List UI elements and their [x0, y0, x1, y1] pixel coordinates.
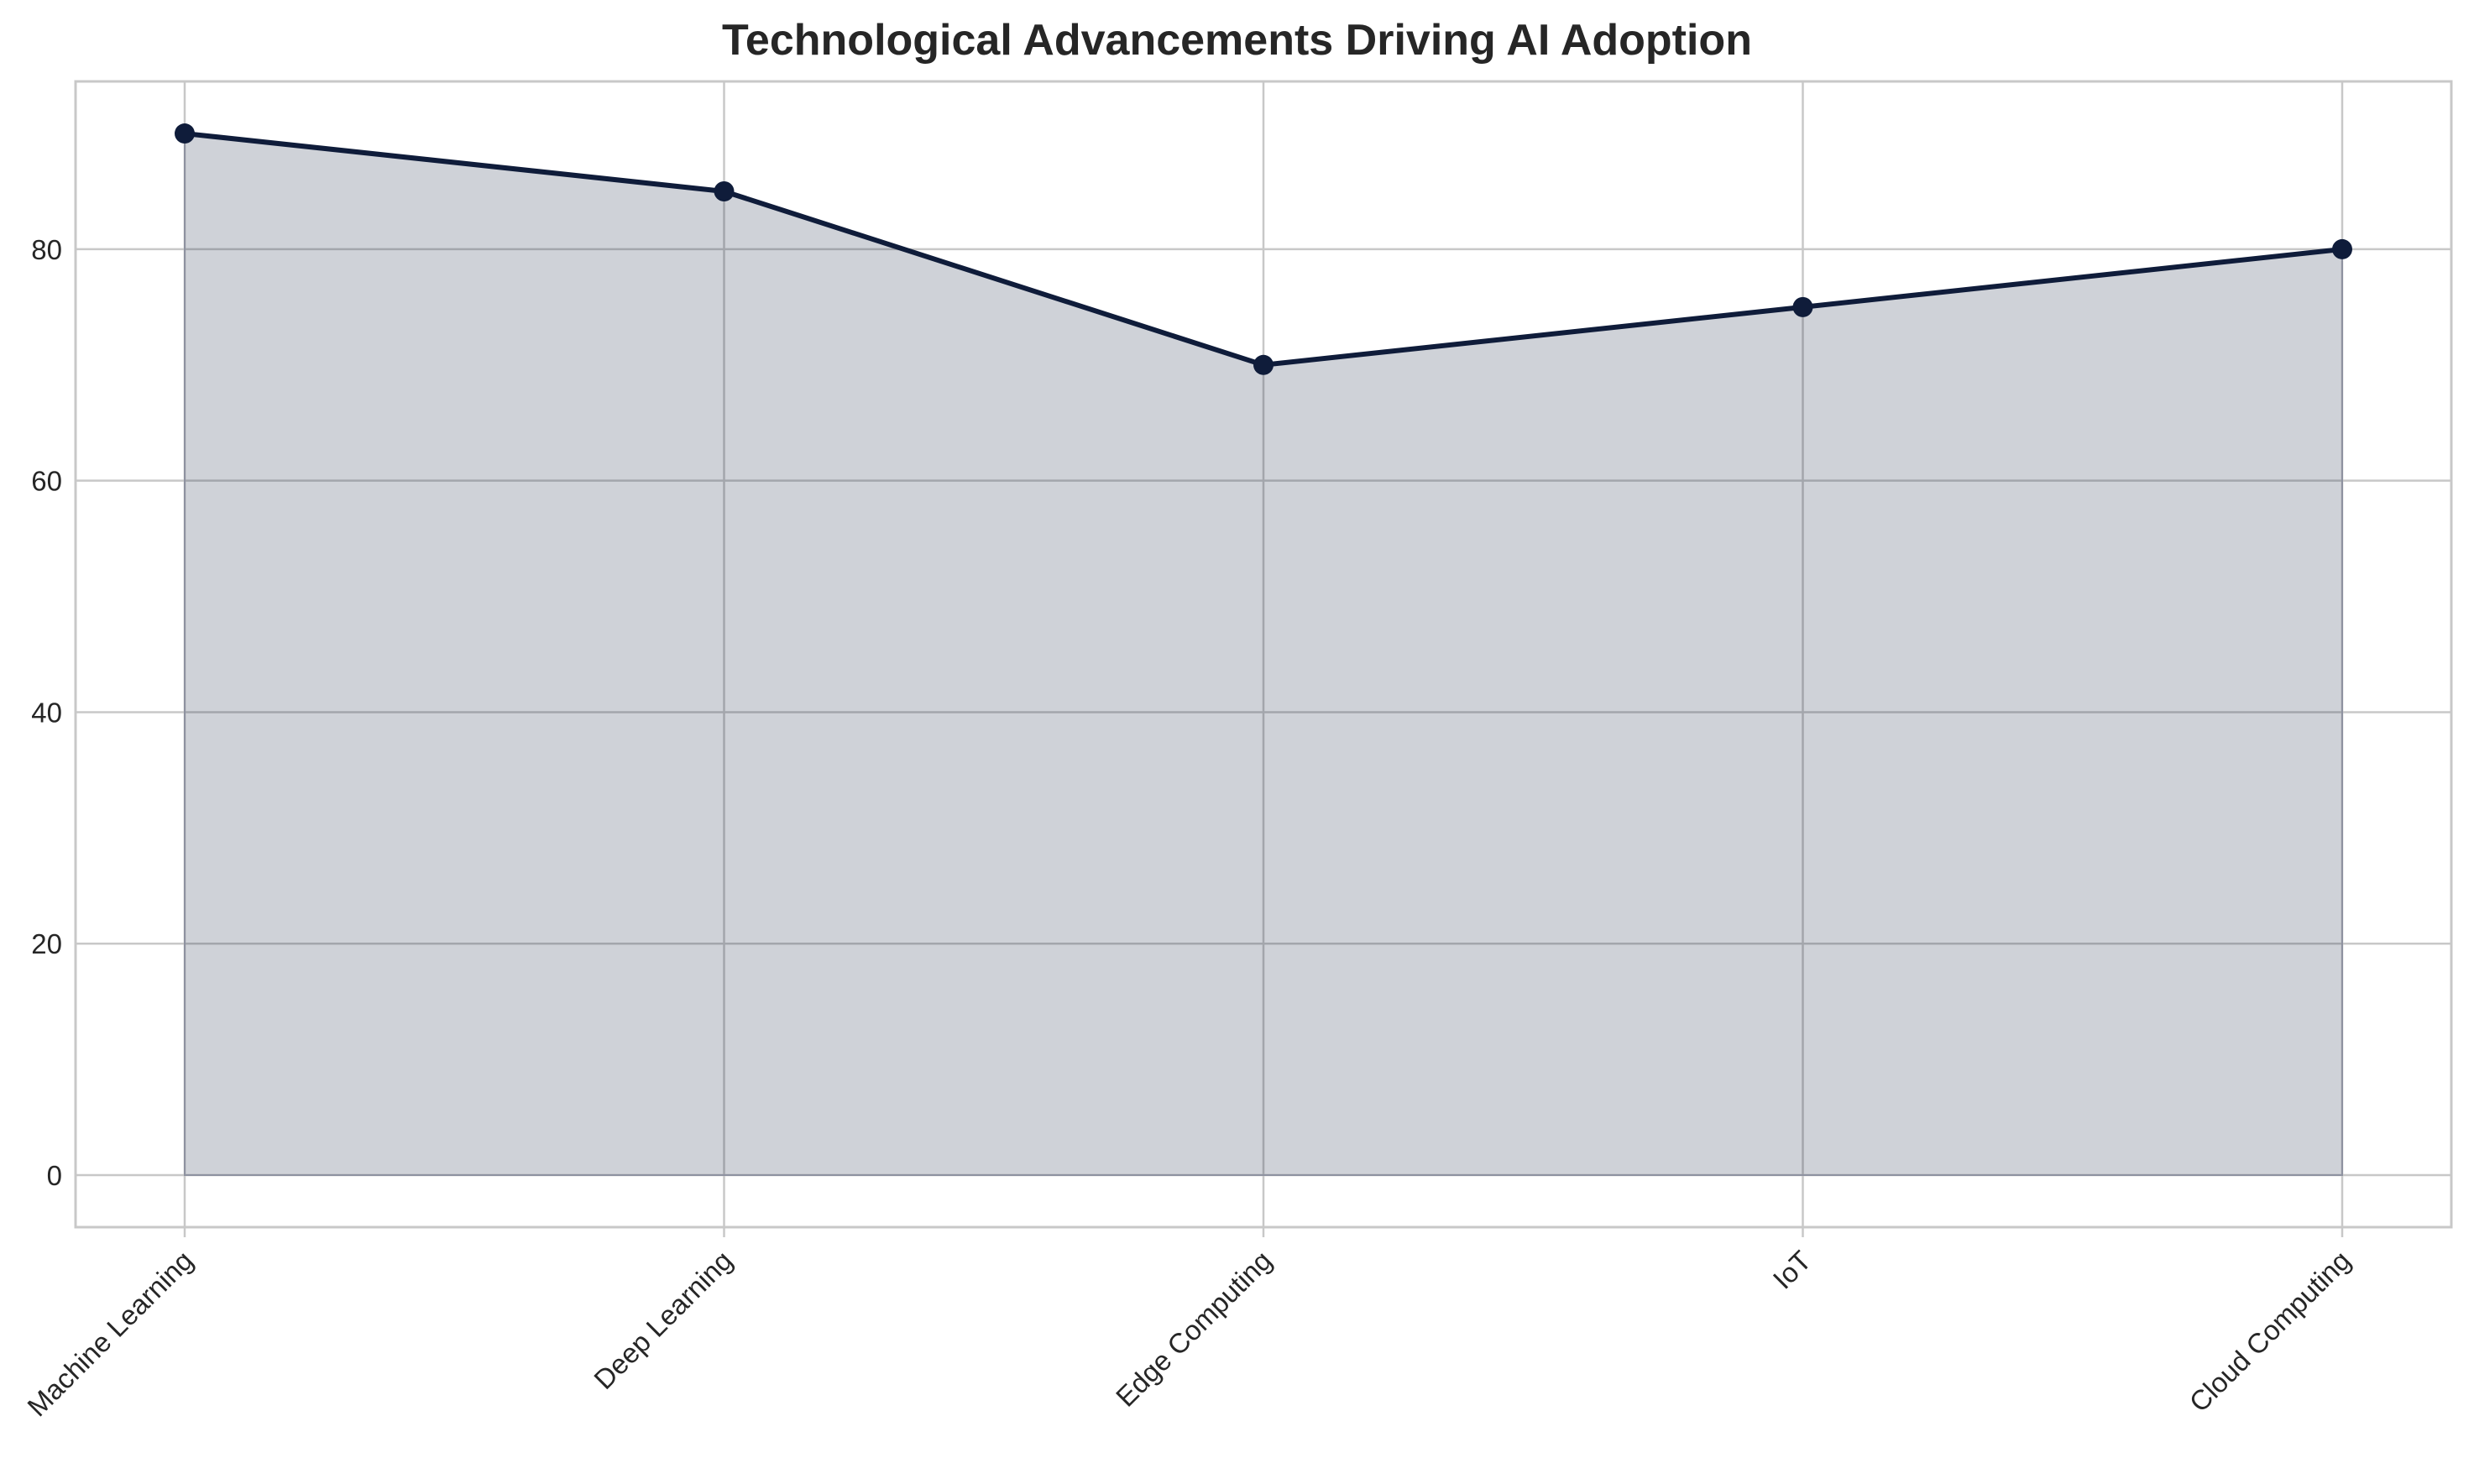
x-tick-label: Machine Learning — [21, 1245, 199, 1423]
y-tick-label: 60 — [31, 466, 62, 497]
x-tick-label: IoT — [1767, 1245, 1818, 1295]
chart-title: Technological Advancements Driving AI Ad… — [722, 16, 1752, 65]
data-point — [175, 123, 195, 144]
data-point — [1792, 296, 1813, 317]
y-tick-label: 40 — [31, 697, 62, 728]
y-tick-label: 20 — [31, 928, 62, 959]
x-tick-label: Deep Learning — [588, 1245, 738, 1395]
data-point — [1253, 354, 1274, 375]
x-tick-label: Edge Computing — [1110, 1245, 1278, 1413]
y-tick-label: 80 — [31, 234, 62, 265]
axes-frame — [74, 80, 2453, 1229]
y-tick-label: 0 — [47, 1160, 62, 1191]
data-point — [714, 180, 735, 201]
x-tick-label: Cloud Computing — [2183, 1245, 2356, 1418]
data-point — [2332, 238, 2352, 259]
